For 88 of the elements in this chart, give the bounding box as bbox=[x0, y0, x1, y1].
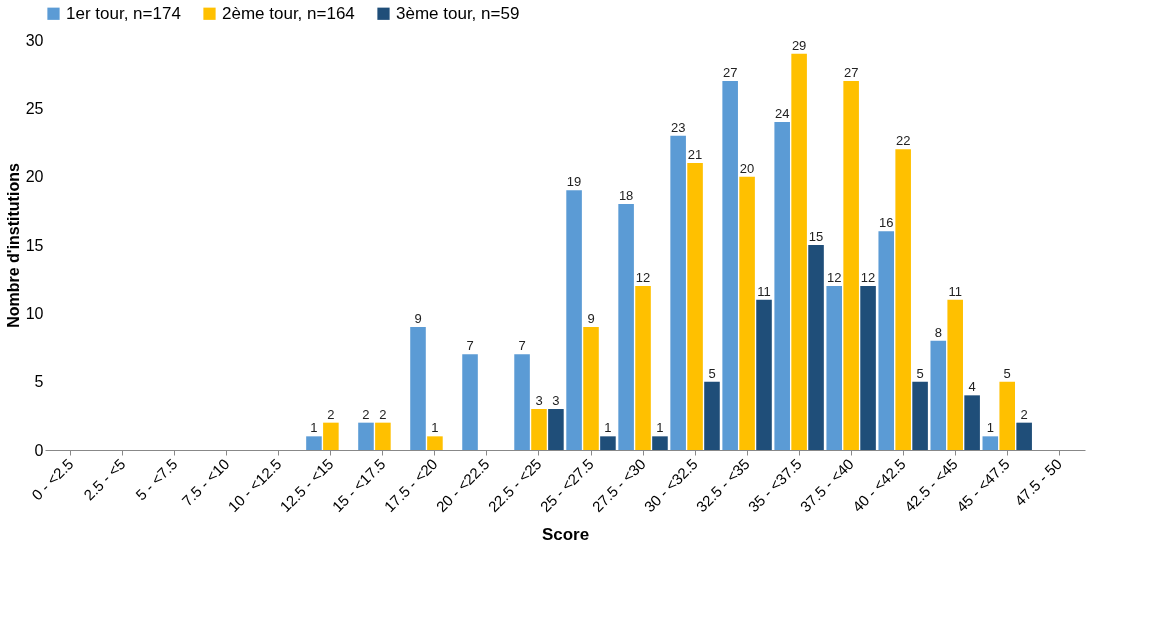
data-label: 19 bbox=[566, 174, 582, 190]
legend-label: 3ème tour, n=59 bbox=[396, 3, 520, 23]
x-tick-label: 5 - <7.5 bbox=[132, 455, 181, 504]
data-label: 8 bbox=[934, 324, 942, 340]
data-label: 5 bbox=[916, 365, 924, 381]
bar bbox=[375, 422, 391, 450]
data-label: 1 bbox=[604, 420, 612, 436]
bar bbox=[912, 381, 928, 450]
data-label: 29 bbox=[791, 37, 807, 53]
data-label: 2 bbox=[362, 406, 370, 422]
bar bbox=[514, 354, 530, 450]
data-label: 1 bbox=[656, 420, 664, 436]
bar bbox=[704, 381, 720, 450]
data-label: 12 bbox=[635, 270, 651, 285]
bar bbox=[999, 381, 1016, 450]
bar bbox=[756, 299, 772, 450]
bar bbox=[583, 327, 599, 450]
bar bbox=[410, 327, 426, 450]
bar bbox=[548, 409, 564, 450]
x-axis-title: Score bbox=[541, 525, 590, 545]
x-tick-label: 47.5 - 50 bbox=[1011, 455, 1065, 510]
bar bbox=[618, 204, 634, 450]
bar bbox=[808, 245, 824, 450]
data-label: 3 bbox=[552, 393, 560, 408]
bar bbox=[687, 163, 703, 450]
y-tick-label: 30 bbox=[25, 31, 44, 49]
bar bbox=[739, 176, 755, 450]
data-label: 11 bbox=[948, 283, 962, 299]
data-label: 1 bbox=[310, 420, 318, 436]
data-label: 11 bbox=[757, 283, 771, 299]
bar bbox=[964, 395, 980, 450]
data-label: 3 bbox=[535, 393, 543, 408]
y-tick-label: 5 bbox=[34, 373, 44, 391]
y-tick-label: 15 bbox=[25, 236, 44, 254]
bar bbox=[860, 286, 876, 450]
bar bbox=[670, 135, 686, 450]
bar bbox=[791, 53, 807, 450]
bar bbox=[323, 422, 339, 450]
bar bbox=[531, 409, 547, 450]
data-label: 20 bbox=[739, 160, 755, 176]
data-label: 23 bbox=[670, 119, 686, 135]
bar bbox=[566, 190, 582, 450]
bar bbox=[843, 81, 859, 450]
y-tick-label: 20 bbox=[25, 168, 44, 186]
bar bbox=[635, 286, 651, 450]
data-label: 5 bbox=[1003, 365, 1011, 381]
data-label: 9 bbox=[587, 311, 595, 326]
data-label: 24 bbox=[774, 106, 790, 121]
data-label: 2 bbox=[379, 406, 387, 422]
bar bbox=[306, 436, 322, 450]
bar bbox=[947, 299, 963, 450]
bar bbox=[358, 422, 374, 450]
bar bbox=[982, 436, 999, 450]
data-label: 27 bbox=[722, 65, 738, 80]
bar bbox=[722, 81, 738, 450]
bar bbox=[600, 436, 616, 450]
data-label: 27 bbox=[843, 65, 859, 80]
y-tick-label: 25 bbox=[25, 99, 44, 117]
data-label: 16 bbox=[879, 215, 894, 231]
bar bbox=[427, 436, 443, 450]
data-label: 4 bbox=[968, 379, 976, 395]
bar bbox=[878, 231, 895, 450]
bar bbox=[930, 340, 947, 450]
data-label: 1 bbox=[986, 420, 994, 436]
bar bbox=[774, 122, 790, 450]
legend-label: 1er tour, n=174 bbox=[66, 3, 181, 23]
data-label: 22 bbox=[895, 133, 911, 149]
data-label: 12 bbox=[860, 270, 876, 285]
bar bbox=[895, 149, 911, 450]
x-tick-label: 2.5 - <5 bbox=[80, 455, 129, 504]
data-label: 2 bbox=[1020, 406, 1028, 422]
bar bbox=[462, 354, 478, 450]
data-label: 2 bbox=[327, 406, 335, 422]
data-label: 7 bbox=[518, 338, 526, 354]
data-label: 9 bbox=[414, 311, 422, 326]
data-label: 7 bbox=[466, 338, 474, 354]
bar bbox=[826, 286, 842, 450]
data-label: 1 bbox=[431, 420, 439, 436]
data-label: 12 bbox=[826, 270, 842, 285]
data-label: 15 bbox=[808, 229, 824, 244]
legend-label: 2ème tour, n=164 bbox=[222, 3, 355, 23]
data-label: 21 bbox=[687, 147, 703, 162]
y-tick-label: 10 bbox=[25, 304, 44, 322]
bar bbox=[1016, 422, 1032, 450]
y-axis-title: Nombre d'institutions bbox=[4, 163, 22, 328]
bar bbox=[652, 436, 668, 450]
data-label: 18 bbox=[618, 188, 634, 203]
data-label: 5 bbox=[708, 365, 716, 381]
